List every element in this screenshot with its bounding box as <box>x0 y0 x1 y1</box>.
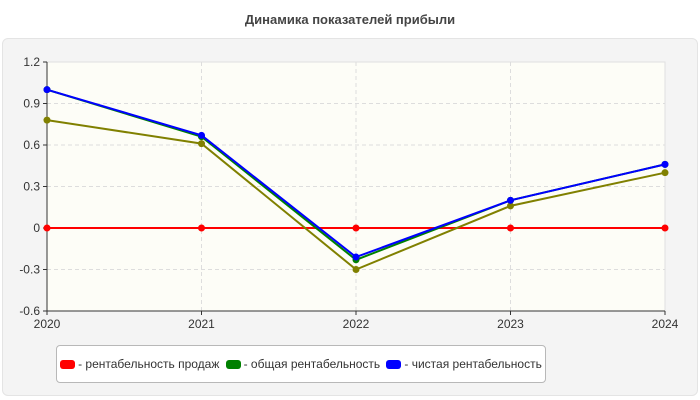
legend-swatch <box>225 359 241 369</box>
legend-swatch <box>60 359 76 369</box>
data-point <box>507 224 514 232</box>
data-point <box>507 196 514 204</box>
data-point <box>507 202 514 210</box>
data-point <box>352 253 360 261</box>
data-point <box>198 224 205 232</box>
data-point <box>43 224 51 232</box>
legend-swatch <box>386 359 402 369</box>
x-tick-label: 2020 <box>34 317 61 331</box>
data-point <box>352 266 360 273</box>
data-point <box>661 224 669 232</box>
legend-label: - общая рентабельность <box>243 357 381 371</box>
legend-item-sales: - рентабельность продаж <box>60 357 219 371</box>
y-tick-label: 0 <box>33 221 40 235</box>
legend-label: - рентабельность продаж <box>78 357 220 371</box>
x-tick-label: 2023 <box>497 317 524 331</box>
legend-item-net: - чистая рентабельность <box>386 357 542 371</box>
x-tick-label: 2024 <box>652 317 679 331</box>
x-tick-label: 2021 <box>188 317 215 331</box>
data-point <box>43 86 51 94</box>
data-point <box>198 140 205 148</box>
y-tick-label: 0.3 <box>23 180 40 194</box>
data-point <box>43 116 51 124</box>
data-point <box>661 160 669 168</box>
chart-title: Динамика показателей прибыли <box>244 12 456 27</box>
y-tick-label: -0.6 <box>19 304 40 318</box>
data-point <box>198 131 205 139</box>
data-point <box>352 224 360 232</box>
data-point <box>661 169 669 177</box>
legend: - рентабельность продаж - общая рентабел… <box>56 345 546 383</box>
legend-label: - чистая рентабельность <box>404 357 542 371</box>
y-tick-label: 0.6 <box>23 138 40 152</box>
legend-item-total: - общая рентабельность <box>225 357 381 371</box>
y-tick-label: -0.3 <box>19 263 40 277</box>
y-tick-label: 0.9 <box>23 97 40 111</box>
y-tick-label: 1.2 <box>23 55 40 69</box>
x-tick-label: 2022 <box>343 317 370 331</box>
